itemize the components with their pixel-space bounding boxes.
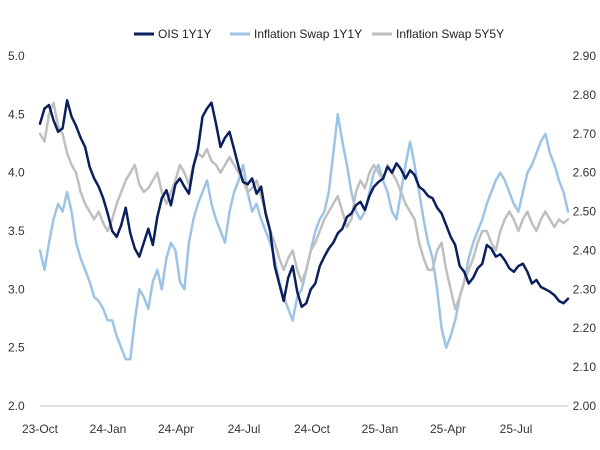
legend-item-inflation-swap-5y5y: Inflation Swap 5Y5Y	[372, 27, 504, 41]
series-line-inflation-swap-1y1y	[38, 113, 570, 361]
right-y-tick-label: 2.00	[573, 399, 597, 413]
x-tick-label: 24-Jul	[228, 422, 261, 436]
left-y-tick-label: 2.5	[8, 341, 25, 355]
x-axis: 23-Oct 24-Jan 24-Apr 24-Jul 24-Oct 25-Jan 25-A…	[22, 422, 532, 436]
left-y-tick-label: 4.0	[8, 166, 25, 180]
series-line-inflation-swap-5y5y	[38, 101, 570, 311]
left-y-tick-label: 3.5	[8, 224, 25, 238]
legend-item-inflation-swap-1y1y: Inflation Swap 1Y1Y	[230, 27, 362, 41]
x-tick-label: 25-Jul	[500, 422, 533, 436]
right-y-tick-label: 2.90	[573, 49, 597, 63]
legend: OIS 1Y1Y Inflation Swap 1Y1Y Inflation Swa…	[134, 27, 504, 41]
right-y-tick-label: 2.80	[573, 88, 597, 102]
legend-label: OIS 1Y1Y	[158, 27, 211, 41]
left-y-tick-label: 2.0	[8, 399, 25, 413]
series-layer	[38, 99, 570, 361]
x-tick-label: 25-Jan	[362, 422, 399, 436]
x-tick-label: 23-Oct	[22, 422, 59, 436]
legend-label: Inflation Swap 1Y1Y	[254, 27, 362, 41]
legend-label: Inflation Swap 5Y5Y	[396, 27, 504, 41]
left-y-axis: 2.0 2.5 3.0 3.5 4.0 4.5 5.0	[8, 49, 25, 413]
left-y-tick-label: 3.0	[8, 282, 25, 296]
right-y-tick-label: 2.50	[573, 205, 597, 219]
legend-item-ois-1y1y: OIS 1Y1Y	[134, 27, 211, 41]
x-tick-label: 24-Apr	[158, 422, 194, 436]
left-y-tick-label: 4.5	[8, 107, 25, 121]
right-y-axis: 2.00 2.10 2.20 2.30 2.40 2.50 2.60 2.70 2.80 2.90	[573, 49, 597, 413]
series-line-ois-1y1y	[38, 99, 570, 309]
right-y-tick-label: 2.40	[573, 243, 597, 257]
right-y-tick-label: 2.10	[573, 360, 597, 374]
right-y-tick-label: 2.70	[573, 127, 597, 141]
x-tick-label: 25-Apr	[430, 422, 466, 436]
x-tick-label: 24-Oct	[294, 422, 331, 436]
right-y-tick-label: 2.60	[573, 166, 597, 180]
right-y-tick-label: 2.20	[573, 321, 597, 335]
right-y-tick-label: 2.30	[573, 282, 597, 296]
left-y-tick-label: 5.0	[8, 49, 25, 63]
x-tick-label: 24-Jan	[90, 422, 127, 436]
